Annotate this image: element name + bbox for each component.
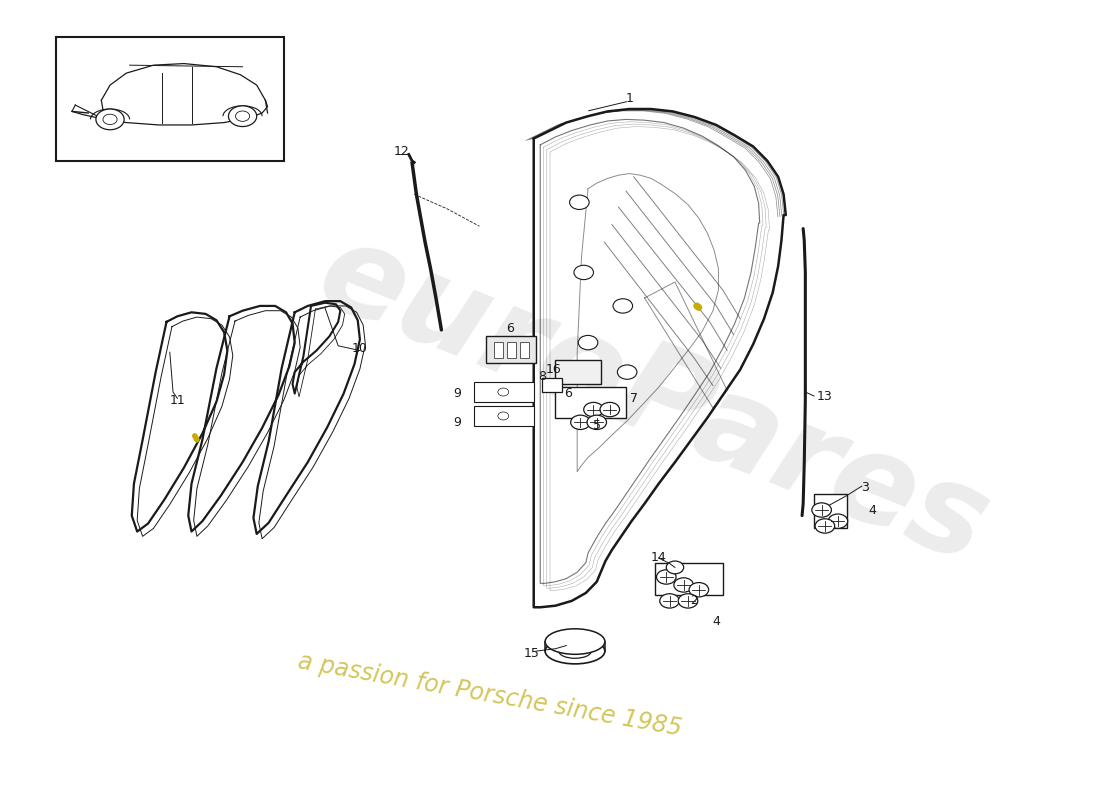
Bar: [474, 382, 534, 402]
Circle shape: [689, 582, 708, 597]
Circle shape: [584, 402, 603, 417]
Circle shape: [229, 106, 256, 126]
Circle shape: [657, 570, 676, 584]
Circle shape: [660, 594, 680, 608]
Text: 6: 6: [506, 322, 514, 334]
Text: 6: 6: [564, 387, 572, 400]
Bar: [814, 494, 847, 527]
FancyBboxPatch shape: [486, 336, 536, 363]
Text: 16: 16: [546, 363, 561, 376]
Text: 7: 7: [629, 392, 638, 405]
Circle shape: [674, 578, 693, 592]
Text: 9: 9: [453, 416, 462, 429]
Text: 3: 3: [861, 481, 869, 494]
Circle shape: [828, 514, 848, 528]
Bar: [474, 406, 534, 426]
Circle shape: [815, 518, 835, 533]
Circle shape: [103, 114, 117, 125]
Circle shape: [572, 397, 592, 411]
Bar: [494, 342, 504, 358]
Text: 4: 4: [869, 503, 877, 517]
Bar: [556, 387, 626, 418]
Text: 4: 4: [713, 615, 721, 628]
Circle shape: [812, 503, 832, 517]
Text: euroPares: euroPares: [301, 211, 1005, 589]
Bar: [519, 342, 529, 358]
Circle shape: [600, 402, 619, 417]
Text: 1: 1: [626, 92, 634, 105]
Text: 5: 5: [593, 419, 601, 432]
Circle shape: [574, 266, 594, 280]
Circle shape: [679, 594, 697, 608]
Bar: [56, 38, 284, 161]
Circle shape: [667, 561, 684, 574]
Circle shape: [587, 415, 606, 430]
Text: 15: 15: [524, 647, 539, 660]
Circle shape: [498, 388, 508, 396]
Text: 11: 11: [169, 394, 185, 406]
Bar: [507, 342, 516, 358]
Bar: [656, 563, 723, 595]
Text: 14: 14: [651, 551, 667, 564]
Text: 2: 2: [691, 594, 698, 607]
Text: 10: 10: [352, 342, 367, 354]
Text: 13: 13: [817, 390, 833, 402]
Circle shape: [570, 195, 590, 210]
Text: 9: 9: [453, 387, 462, 400]
Bar: [556, 360, 601, 384]
Circle shape: [613, 298, 632, 313]
Text: 8: 8: [538, 370, 547, 382]
Text: 12: 12: [394, 145, 409, 158]
Circle shape: [617, 365, 637, 379]
Circle shape: [235, 111, 250, 122]
Circle shape: [96, 109, 124, 130]
Circle shape: [579, 335, 597, 350]
Circle shape: [498, 412, 508, 420]
Ellipse shape: [546, 638, 605, 664]
Bar: [542, 378, 562, 392]
Circle shape: [571, 415, 591, 430]
Ellipse shape: [546, 629, 605, 654]
Text: a passion for Porsche since 1985: a passion for Porsche since 1985: [297, 650, 684, 741]
Ellipse shape: [559, 644, 592, 658]
